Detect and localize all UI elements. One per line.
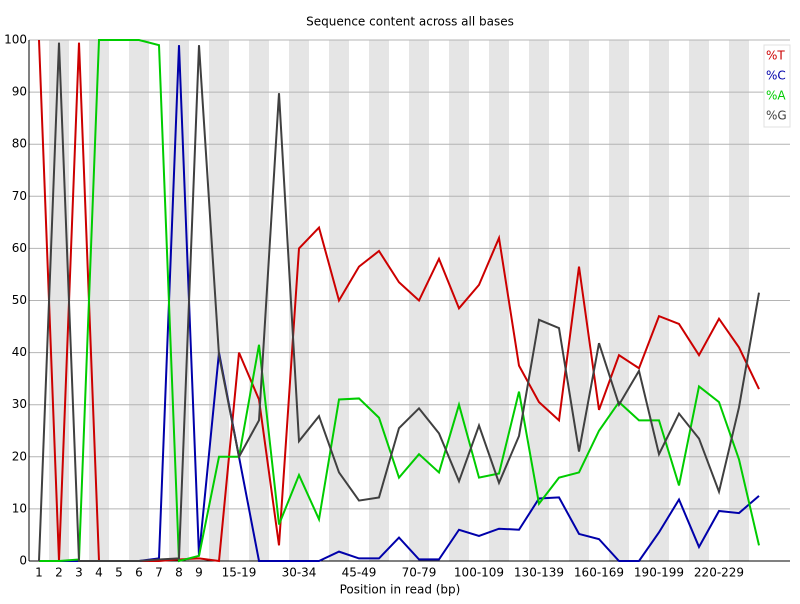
y-tick-label: 90 xyxy=(12,85,27,99)
x-tick-label: 130-139 xyxy=(514,566,564,580)
x-tick-label: 45-49 xyxy=(342,566,377,580)
chart-title: Sequence content across all bases xyxy=(306,15,514,29)
x-tick-label: 1 xyxy=(35,566,43,580)
x-tick-label: 220-229 xyxy=(694,566,744,580)
x-axis-label: Position in read (bp) xyxy=(340,583,461,597)
x-tick-label: 6 xyxy=(135,566,143,580)
legend-entry: %G xyxy=(766,109,787,123)
x-tick-label: 9 xyxy=(195,566,203,580)
legend-entry: %T xyxy=(766,49,785,63)
line-series xyxy=(38,39,760,563)
y-tick-label: 100 xyxy=(4,33,27,47)
legend-box xyxy=(763,44,791,128)
x-tick-label: 30-34 xyxy=(282,566,317,580)
x-tick-label: 3 xyxy=(75,566,83,580)
y-tick-label: 60 xyxy=(12,241,27,255)
line-series xyxy=(39,39,760,563)
x-tick-label: 70-79 xyxy=(402,566,437,580)
x-tick-label: 2 xyxy=(55,566,63,580)
y-tick-label: 80 xyxy=(12,137,27,151)
x-tick-label: 15-19 xyxy=(222,566,257,580)
y-tick-label: 0 xyxy=(19,554,27,568)
x-tick-label: 5 xyxy=(115,566,123,580)
y-tick-label: 20 xyxy=(12,449,27,463)
y-tick-label: 40 xyxy=(12,345,27,359)
y-tick-label: 70 xyxy=(12,189,27,203)
line-series xyxy=(39,45,760,562)
x-tick-label: 100-109 xyxy=(454,566,504,580)
y-tick-label: 50 xyxy=(12,293,27,307)
legend-entry: %A xyxy=(766,89,786,103)
x-tick-label: 190-199 xyxy=(634,566,684,580)
x-tick-label: 4 xyxy=(95,566,103,580)
line-series xyxy=(38,42,760,562)
y-tick-label: 30 xyxy=(12,397,27,411)
legend-entry: %C xyxy=(766,69,786,83)
x-tick-label: 160-169 xyxy=(574,566,624,580)
y-tick-label: 10 xyxy=(12,501,27,515)
x-tick-label: 7 xyxy=(155,566,163,580)
x-tick-label: 8 xyxy=(175,566,183,580)
